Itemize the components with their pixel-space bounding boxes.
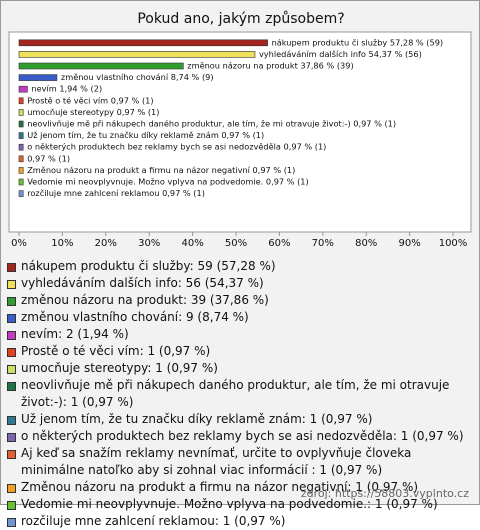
legend-swatch bbox=[7, 518, 16, 527]
legend-label: neovlivňuje mě při nákupech daného produ… bbox=[21, 378, 450, 409]
bar bbox=[18, 167, 24, 174]
legend-swatch bbox=[7, 280, 16, 289]
legend-swatch bbox=[7, 484, 16, 493]
legend-swatch bbox=[7, 433, 16, 442]
source: zdroj: https://58803.vyplnto.cz bbox=[300, 487, 469, 500]
bar bbox=[18, 178, 24, 186]
legend: nákupem produktu či služby: 59 (57,28 %)… bbox=[7, 258, 471, 530]
x-tick-label: 70% bbox=[312, 238, 334, 249]
bar bbox=[18, 132, 24, 139]
bar-label: 0,97 % (1) bbox=[27, 153, 70, 163]
bar-label: Změnou názoru na produkt a firmu na názo… bbox=[27, 165, 295, 175]
legend-swatch bbox=[7, 382, 16, 391]
bar bbox=[18, 190, 24, 197]
chart-title: Pokud ano, jakým způsobem? bbox=[137, 11, 344, 27]
bar-label: umocňuje stereotypy 0,97 % (1) bbox=[27, 107, 159, 117]
legend-item: Prostě o té věci vím: 1 (0,97 %) bbox=[7, 343, 471, 360]
legend-item: o některých produktech bez reklamy bych … bbox=[7, 428, 471, 445]
bar bbox=[18, 74, 58, 81]
bar bbox=[18, 85, 28, 93]
legend-swatch bbox=[7, 501, 16, 510]
legend-swatch bbox=[7, 450, 16, 459]
bar bbox=[18, 51, 256, 58]
legend-item: nákupem produktu či služby: 59 (57,28 %) bbox=[7, 258, 471, 275]
x-tick-label: 80% bbox=[355, 238, 377, 249]
bar-label: rozčiluje mne zahlcení reklamou 0,97 % (… bbox=[27, 188, 205, 198]
legend-label: Změnou názoru na produkt a firmu na názo… bbox=[21, 480, 419, 494]
legend-item: rozčiluje mne zahlcení reklamou: 1 (0,97… bbox=[7, 513, 471, 530]
legend-swatch bbox=[7, 348, 16, 357]
x-tick-label: 90% bbox=[398, 238, 420, 249]
x-tick-label: 0% bbox=[11, 238, 27, 249]
x-tick-label: 50% bbox=[225, 238, 247, 249]
legend-item: změnou vlastního chování: 9 (8,74 %) bbox=[7, 309, 471, 326]
x-tick-label: 100% bbox=[439, 238, 468, 249]
bar bbox=[18, 143, 24, 151]
bar-label: změnou vlastního chování 8,74 % (9) bbox=[61, 72, 214, 82]
legend-label: Aj keď sa snažím reklamy nevnímať, určit… bbox=[21, 446, 412, 477]
legend-item: neovlivňuje mě při nákupech daného produ… bbox=[7, 377, 471, 411]
legend-swatch bbox=[7, 365, 16, 374]
bar bbox=[18, 109, 24, 116]
legend-label: Prostě o té věci vím: 1 (0,97 %) bbox=[21, 344, 211, 358]
legend-label: o některých produktech bez reklamy bych … bbox=[21, 429, 464, 443]
legend-label: umocňuje stereotypy: 1 (0,97 %) bbox=[21, 361, 218, 375]
legend-label: změnou názoru na produkt: 39 (37,86 %) bbox=[21, 293, 269, 307]
bar-label: nevím 1,94 % (2) bbox=[31, 84, 102, 94]
x-tick-label: 30% bbox=[138, 238, 160, 249]
legend-swatch bbox=[7, 416, 16, 425]
bar bbox=[18, 97, 24, 105]
legend-swatch bbox=[7, 263, 16, 272]
legend-swatch bbox=[7, 331, 16, 340]
legend-item: změnou názoru na produkt: 39 (37,86 %) bbox=[7, 292, 471, 309]
x-tick-label: 10% bbox=[51, 238, 73, 249]
legend-item: Změnou názoru na produkt a firmu na názo… bbox=[7, 479, 471, 496]
x-tick-label: 20% bbox=[95, 238, 117, 249]
bar-label: o některých produktech bez reklamy bych … bbox=[27, 142, 326, 152]
bar bbox=[18, 155, 24, 163]
legend-swatch bbox=[7, 297, 16, 306]
bar-label: změnou názoru na produkt 37,86 % (39) bbox=[187, 61, 353, 71]
legend-label: vyhledáváním dalších info: 56 (54,37 %) bbox=[21, 276, 264, 290]
bar bbox=[18, 120, 24, 128]
bar bbox=[18, 62, 184, 70]
legend-item: Už jenom tím, že tu značku díky reklamě … bbox=[7, 411, 471, 428]
bar-label: Vedomie mi neovplyvnuje. Možno vplyva na… bbox=[27, 177, 309, 187]
legend-label: Už jenom tím, že tu značku díky reklamě … bbox=[21, 412, 373, 426]
legend-item: umocňuje stereotypy: 1 (0,97 %) bbox=[7, 360, 471, 377]
legend-swatch bbox=[7, 314, 16, 323]
legend-item: vyhledáváním dalších info: 56 (54,37 %) bbox=[7, 275, 471, 292]
legend-item: Aj keď sa snažím reklamy nevnímať, určit… bbox=[7, 445, 471, 479]
legend-item: nevím: 2 (1,94 %) bbox=[7, 326, 471, 343]
bar-label: vyhledáváním dalších info 54,37 % (56) bbox=[259, 49, 422, 59]
legend-label: změnou vlastního chování: 9 (8,74 %) bbox=[21, 310, 249, 324]
x-tick-label: 60% bbox=[268, 238, 290, 249]
bar-label: neovlivňuje mě při nákupech daného produ… bbox=[27, 119, 396, 129]
chart: Pokud ano, jakým způsobem? 0% 10% 20% 30% 40… bbox=[8, 11, 472, 249]
bar bbox=[18, 39, 268, 47]
bar-label: Prostě o té věci vím 0,97 % (1) bbox=[27, 95, 153, 105]
legend-label: nevím: 2 (1,94 %) bbox=[21, 327, 129, 341]
bar-label: nákupem produktu či služby 57,28 % (59) bbox=[272, 37, 444, 47]
legend-label: nákupem produktu či služby: 59 (57,28 %) bbox=[21, 259, 276, 273]
x-tick-label: 40% bbox=[181, 238, 203, 249]
legend-label: rozčiluje mne zahlcení reklamou: 1 (0,97… bbox=[21, 514, 286, 528]
bar-label: Už jenom tím, že tu značku díky reklamě … bbox=[27, 130, 264, 140]
